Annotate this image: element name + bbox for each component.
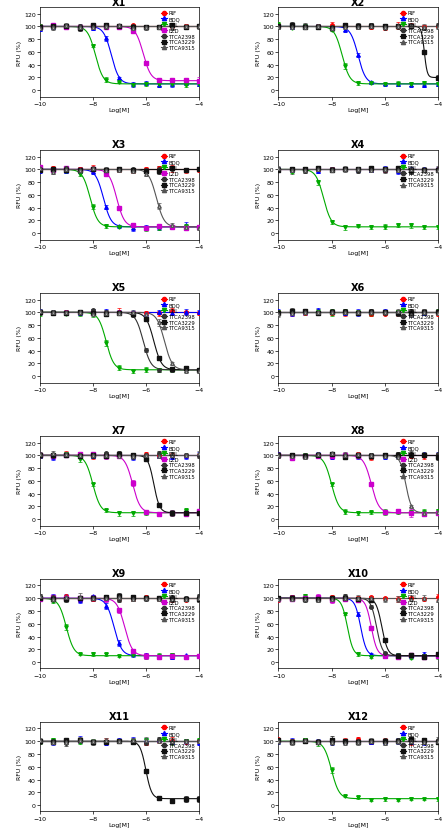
Title: X7: X7 xyxy=(112,426,126,436)
Legend: RIF, BDQ, DEL, TTCA2398, TTCA3229, TTCA9315: RIF, BDQ, DEL, TTCA2398, TTCA3229, TTCA9… xyxy=(399,724,435,760)
Legend: RIF, BDQ, DEL, LZD, TTCA2398, TTCA3229, TTCA9315: RIF, BDQ, DEL, LZD, TTCA2398, TTCA3229, … xyxy=(160,440,196,480)
X-axis label: Log[M]: Log[M] xyxy=(347,679,369,684)
Y-axis label: RFU (%): RFU (%) xyxy=(18,41,23,65)
X-axis label: Log[M]: Log[M] xyxy=(109,251,130,256)
Legend: RIF, BDQ, DEL, LZD, TTCA2398, TTCA3229, TTCA9315: RIF, BDQ, DEL, LZD, TTCA2398, TTCA3229, … xyxy=(399,582,435,623)
Y-axis label: RFU (%): RFU (%) xyxy=(18,183,23,208)
Legend: RIF, BDQ, DEL, TTCA2398, TTCA3229, TTCA9315: RIF, BDQ, DEL, TTCA2398, TTCA3229, TTCA9… xyxy=(399,154,435,189)
Y-axis label: RFU (%): RFU (%) xyxy=(256,469,261,493)
X-axis label: Log[M]: Log[M] xyxy=(347,393,369,398)
X-axis label: Log[M]: Log[M] xyxy=(347,537,369,542)
X-axis label: Log[M]: Log[M] xyxy=(109,679,130,684)
Legend: RIF, BDQ, DEL, TTCA2398, TTCA3229, TTCA9315: RIF, BDQ, DEL, TTCA2398, TTCA3229, TTCA9… xyxy=(399,11,435,46)
X-axis label: Log[M]: Log[M] xyxy=(347,251,369,256)
Legend: RIF, BDQ, DEL, TTCA2398, TTCA3229, TTCA9315: RIF, BDQ, DEL, TTCA2398, TTCA3229, TTCA9… xyxy=(399,296,435,331)
X-axis label: Log[M]: Log[M] xyxy=(109,108,130,113)
X-axis label: Log[M]: Log[M] xyxy=(109,822,130,827)
Title: X11: X11 xyxy=(109,711,130,721)
Legend: RIF, BDQ, DEL, LZD, TTCA2398, TTCA3229, TTCA9315: RIF, BDQ, DEL, LZD, TTCA2398, TTCA3229, … xyxy=(160,154,196,195)
X-axis label: Log[M]: Log[M] xyxy=(109,393,130,398)
Y-axis label: RFU (%): RFU (%) xyxy=(256,326,261,351)
Y-axis label: RFU (%): RFU (%) xyxy=(256,612,261,637)
Y-axis label: RFU (%): RFU (%) xyxy=(18,612,23,637)
Title: X2: X2 xyxy=(351,0,365,7)
X-axis label: Log[M]: Log[M] xyxy=(347,108,369,113)
Legend: RIF, BDQ, DEL, TTCA2398, TTCA3229, TTCA9315: RIF, BDQ, DEL, TTCA2398, TTCA3229, TTCA9… xyxy=(160,296,196,331)
X-axis label: Log[M]: Log[M] xyxy=(109,537,130,542)
Title: X3: X3 xyxy=(112,140,126,151)
Title: X8: X8 xyxy=(351,426,365,436)
Title: X9: X9 xyxy=(112,569,126,579)
Y-axis label: RFU (%): RFU (%) xyxy=(256,41,261,65)
Y-axis label: RFU (%): RFU (%) xyxy=(256,754,261,779)
Title: X5: X5 xyxy=(112,283,126,293)
Y-axis label: RFU (%): RFU (%) xyxy=(18,754,23,779)
Title: X1: X1 xyxy=(112,0,126,7)
Legend: RIF, BDQ, DEL, LZD, TTCA2398, TTCA3229, TTCA9315: RIF, BDQ, DEL, LZD, TTCA2398, TTCA3229, … xyxy=(160,582,196,623)
Title: X12: X12 xyxy=(347,711,369,721)
Title: X4: X4 xyxy=(351,140,365,151)
Legend: RIF, BDQ, DEL, LZD, TTCA2398, TTCA3229, TTCA9315: RIF, BDQ, DEL, LZD, TTCA2398, TTCA3229, … xyxy=(399,440,435,480)
X-axis label: Log[M]: Log[M] xyxy=(347,822,369,827)
Title: X10: X10 xyxy=(347,569,369,579)
Y-axis label: RFU (%): RFU (%) xyxy=(256,183,261,208)
Legend: RIF, BDQ, DEL, TTCA2398, TTCA3229, TTCA9315: RIF, BDQ, DEL, TTCA2398, TTCA3229, TTCA9… xyxy=(160,724,196,760)
Y-axis label: RFU (%): RFU (%) xyxy=(18,326,23,351)
Title: X6: X6 xyxy=(351,283,365,293)
Legend: RIF, BDQ, DEL, LZD, TTCA2398, TTCA3229, TTCA9315: RIF, BDQ, DEL, LZD, TTCA2398, TTCA3229, … xyxy=(160,11,196,51)
Y-axis label: RFU (%): RFU (%) xyxy=(18,469,23,493)
